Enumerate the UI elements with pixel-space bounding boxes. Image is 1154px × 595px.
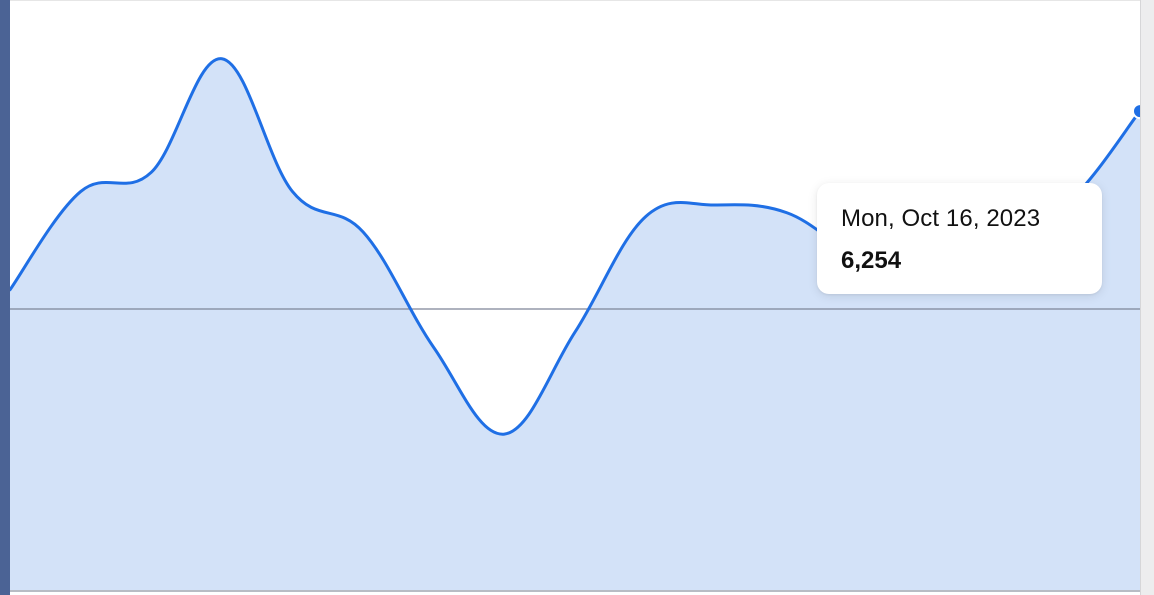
left-border-stripe <box>0 0 10 595</box>
tooltip-value: 6,254 <box>841 247 902 274</box>
area-fill <box>10 58 1140 591</box>
hover-tooltip: Mon, Oct 16, 2023 6,254 <box>817 183 1102 294</box>
hovered-data-point <box>1132 103 1140 120</box>
tooltip-date: Mon, Oct 16, 2023 <box>841 205 1041 232</box>
area-chart <box>10 57 1140 592</box>
chart-area <box>10 0 1140 595</box>
right-side-panel <box>1140 0 1154 595</box>
